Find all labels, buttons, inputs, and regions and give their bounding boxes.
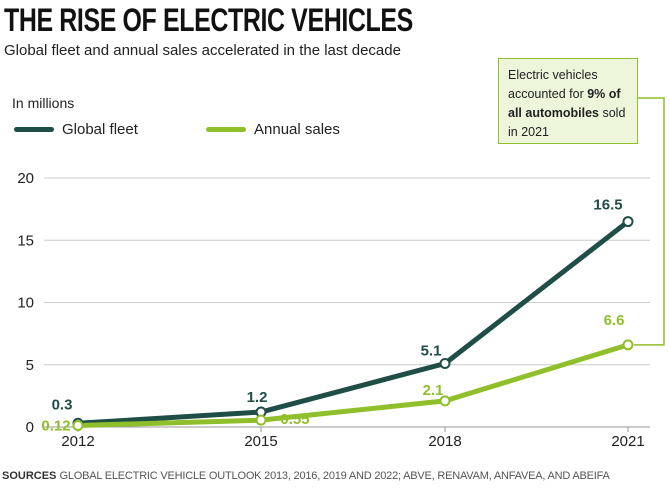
callout-text-bold: 9% of all automobiles	[508, 87, 621, 120]
data-point-annual-sales	[439, 395, 451, 407]
data-point-global-fleet	[439, 358, 451, 370]
legend-item-annual-sales: Annual sales	[206, 121, 340, 138]
data-point-annual-sales	[72, 420, 84, 432]
x-tick-label: 2018	[428, 433, 461, 450]
y-tick-label: 15	[17, 232, 34, 249]
data-label-global-fleet: 1.2	[247, 389, 268, 406]
data-label-annual-sales: 6.6	[604, 312, 625, 329]
chart-subtitle: Global fleet and annual sales accelerate…	[4, 42, 401, 59]
data-label-annual-sales: 0.55	[280, 411, 309, 428]
legend-swatch-annual-sales	[206, 127, 246, 132]
legend-swatch-global-fleet	[14, 127, 54, 132]
chart-title: THE RISE OF ELECTRIC VEHICLES	[4, 2, 413, 38]
sources-note: SOURCES GLOBAL ELECTRIC VEHICLE OUTLOOK …	[2, 470, 610, 482]
x-tick-label: 2015	[244, 433, 277, 450]
legend-label-global-fleet: Global fleet	[62, 121, 138, 138]
data-point-annual-sales	[622, 339, 634, 351]
callout-text-before: Electric vehicles accounted for	[508, 68, 598, 101]
data-label-annual-sales: 0.12	[41, 418, 70, 435]
y-tick-label: 5	[26, 357, 34, 374]
y-axis-unit-label: In millions	[12, 95, 75, 111]
series-line-annual-sales	[75, 342, 631, 429]
callout-connector	[634, 97, 665, 346]
x-tick-label: 2021	[611, 433, 644, 450]
callout-text-after: sold in 2021	[508, 106, 626, 139]
legend-item-global-fleet: Global fleet	[14, 121, 138, 138]
x-tick-label: 2012	[61, 433, 94, 450]
y-tick-label: 20	[17, 170, 34, 187]
sources-label: SOURCES	[2, 470, 57, 482]
data-label-global-fleet: 5.1	[421, 343, 442, 360]
y-tick-label: 0	[26, 419, 34, 436]
data-label-global-fleet: 16.5	[593, 197, 622, 214]
callout-box: Electric vehicles accounted for 9% of al…	[498, 58, 638, 144]
y-tick-label: 10	[17, 295, 34, 312]
sources-text: GLOBAL ELECTRIC VEHICLE OUTLOOK 2013, 20…	[59, 470, 610, 482]
series-line-global-fleet	[75, 219, 631, 426]
data-label-annual-sales: 2.1	[423, 382, 444, 399]
data-point-global-fleet	[622, 216, 634, 228]
legend-label-annual-sales: Annual sales	[254, 121, 340, 138]
data-point-annual-sales	[255, 414, 267, 426]
data-label-global-fleet: 0.3	[52, 396, 73, 413]
